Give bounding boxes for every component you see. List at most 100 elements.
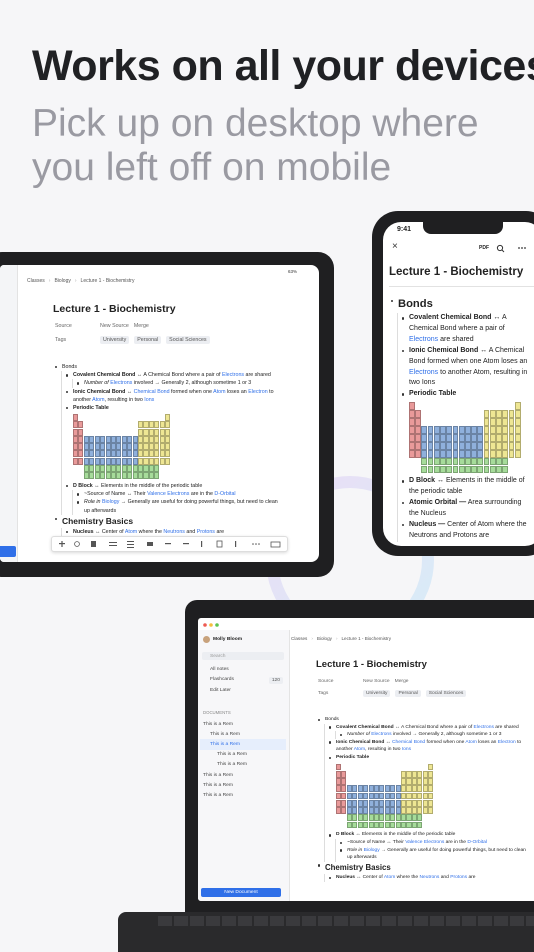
link-text[interactable]: Electrons	[409, 336, 439, 344]
property-value[interactable]: New Source	[363, 679, 390, 684]
link-text[interactable]: Atom	[92, 396, 105, 403]
link-text[interactable]: Electron	[248, 388, 268, 395]
breadcrumb-item[interactable]: Classes	[27, 278, 45, 284]
element-cell	[379, 814, 385, 822]
link-text[interactable]: Biology	[363, 847, 380, 853]
element-cell	[489, 449, 496, 458]
element-cell	[105, 435, 111, 443]
document-item[interactable]: This is a Rem	[210, 731, 240, 737]
property-value[interactable]: Merge	[133, 323, 149, 329]
item-text: Periodic Table	[64, 404, 285, 412]
item-text: Periodic Table	[327, 754, 528, 762]
text-run: are	[467, 874, 476, 880]
nav-item[interactable]: Flashcards 120	[203, 676, 283, 684]
element-cell	[490, 402, 496, 408]
nav-item[interactable]: Edit Later	[203, 688, 283, 693]
link-text[interactable]: Electrons	[409, 368, 439, 376]
link-text[interactable]: Ions	[401, 747, 412, 753]
property-value[interactable]: Personal	[134, 336, 162, 344]
document-item[interactable]: This is a Rem	[217, 752, 247, 758]
bullet	[66, 406, 69, 410]
link-text[interactable]: Biology	[101, 499, 120, 506]
tablet-sidebar-button[interactable]	[0, 546, 16, 557]
link-text[interactable]: D-Orbital	[467, 840, 487, 846]
link-text[interactable]: Atom	[213, 388, 226, 395]
element-cell	[379, 771, 384, 776]
breadcrumb-item[interactable]: Lecture 1 - Biochemistry	[332, 636, 391, 641]
breadcrumb-item[interactable]: Biology	[307, 636, 332, 641]
link-text[interactable]: Electrons	[221, 372, 245, 379]
link-text[interactable]: Electron	[497, 739, 516, 745]
document-item[interactable]: This is a Rem	[203, 792, 233, 798]
document-item[interactable]: This is a Rem	[217, 762, 247, 768]
subheadline: Pick up on desktop where you left off on…	[32, 102, 479, 189]
element-cell	[406, 792, 412, 800]
link-text[interactable]: Ions	[144, 396, 155, 403]
breadcrumb-item[interactable]: Lecture 1 - Biochemistry	[71, 278, 135, 284]
element-cell	[363, 799, 369, 807]
search-box[interactable]: Search	[202, 652, 284, 660]
link-text[interactable]: Atom	[383, 874, 396, 880]
document-item[interactable]: This is a Rem	[203, 772, 233, 778]
link-text[interactable]: Valence Electrons	[147, 491, 190, 498]
bullet	[66, 390, 69, 393]
element-cell	[464, 433, 471, 442]
outline-item: D Block ↔ Elements in the middle of the …	[64, 482, 285, 515]
element-cell	[411, 799, 417, 807]
element-cell	[358, 771, 363, 776]
link-text[interactable]: Electrons	[110, 380, 133, 387]
link-text[interactable]: Neutrons	[163, 529, 185, 536]
property-value[interactable]: Social Sciences	[166, 336, 210, 344]
close-icon[interactable]: ×	[392, 241, 398, 252]
element-cell	[78, 421, 84, 429]
document-item[interactable]: This is a Rem	[203, 721, 233, 727]
document-item[interactable]: This is a Rem	[200, 739, 286, 750]
text-run: ↔	[384, 739, 392, 745]
text-run: Area surrounding the Nucleus	[409, 499, 522, 517]
link-text[interactable]: Protons	[450, 874, 468, 880]
breadcrumb-item[interactable]: Classes	[291, 636, 308, 641]
element-cell	[89, 472, 95, 480]
property-value[interactable]: University	[100, 336, 130, 344]
element-cell	[395, 785, 401, 793]
document-item[interactable]: This is a Rem	[203, 782, 233, 788]
link-text[interactable]: Atom	[124, 529, 138, 536]
element-cell	[346, 799, 352, 807]
element-cell	[489, 433, 496, 442]
link-text[interactable]: Atom	[465, 739, 477, 745]
link-text[interactable]: D-Orbital	[214, 491, 236, 498]
element-cell	[374, 771, 379, 776]
element-cell	[89, 443, 95, 451]
element-cell	[160, 472, 165, 477]
element-cell	[415, 441, 422, 450]
element-cell	[401, 785, 407, 793]
link-text[interactable]: Electrons	[371, 732, 392, 738]
link-text[interactable]: Valence Electrons	[405, 840, 445, 846]
tablet-sidebar	[0, 265, 18, 562]
link-text[interactable]: Atom	[353, 747, 366, 753]
property-value[interactable]: Personal	[395, 690, 421, 697]
new-document-button[interactable]: New Document	[201, 888, 281, 897]
element-cell	[434, 410, 440, 416]
link-text[interactable]: Protons	[196, 529, 215, 536]
property-value[interactable]: Social Sciences	[425, 690, 467, 697]
link-text[interactable]: Chemical Bond	[133, 388, 170, 395]
element-cell	[415, 433, 422, 442]
element-cell	[122, 421, 127, 426]
element-cell	[154, 421, 160, 429]
element-cell	[411, 785, 417, 793]
pdf-button[interactable]: PDF	[479, 245, 489, 251]
element-cell	[373, 821, 379, 829]
element-cell	[132, 443, 138, 451]
property-value[interactable]: New Source	[100, 323, 129, 329]
link-text[interactable]: Electrons	[473, 724, 494, 730]
children: Covalent Chemical Bond ↔ A Chemical Bond…	[324, 723, 528, 862]
property-value[interactable]: Merge	[394, 679, 409, 684]
link-text[interactable]: Neutrons	[419, 874, 440, 880]
link-text[interactable]: Chemical Bond	[391, 739, 426, 745]
property-value[interactable]: University	[363, 690, 391, 697]
element-cell	[483, 449, 490, 458]
element-cell	[395, 807, 401, 814]
nav-item[interactable]: All notes	[203, 667, 283, 672]
breadcrumb-item[interactable]: Biology	[45, 278, 71, 284]
